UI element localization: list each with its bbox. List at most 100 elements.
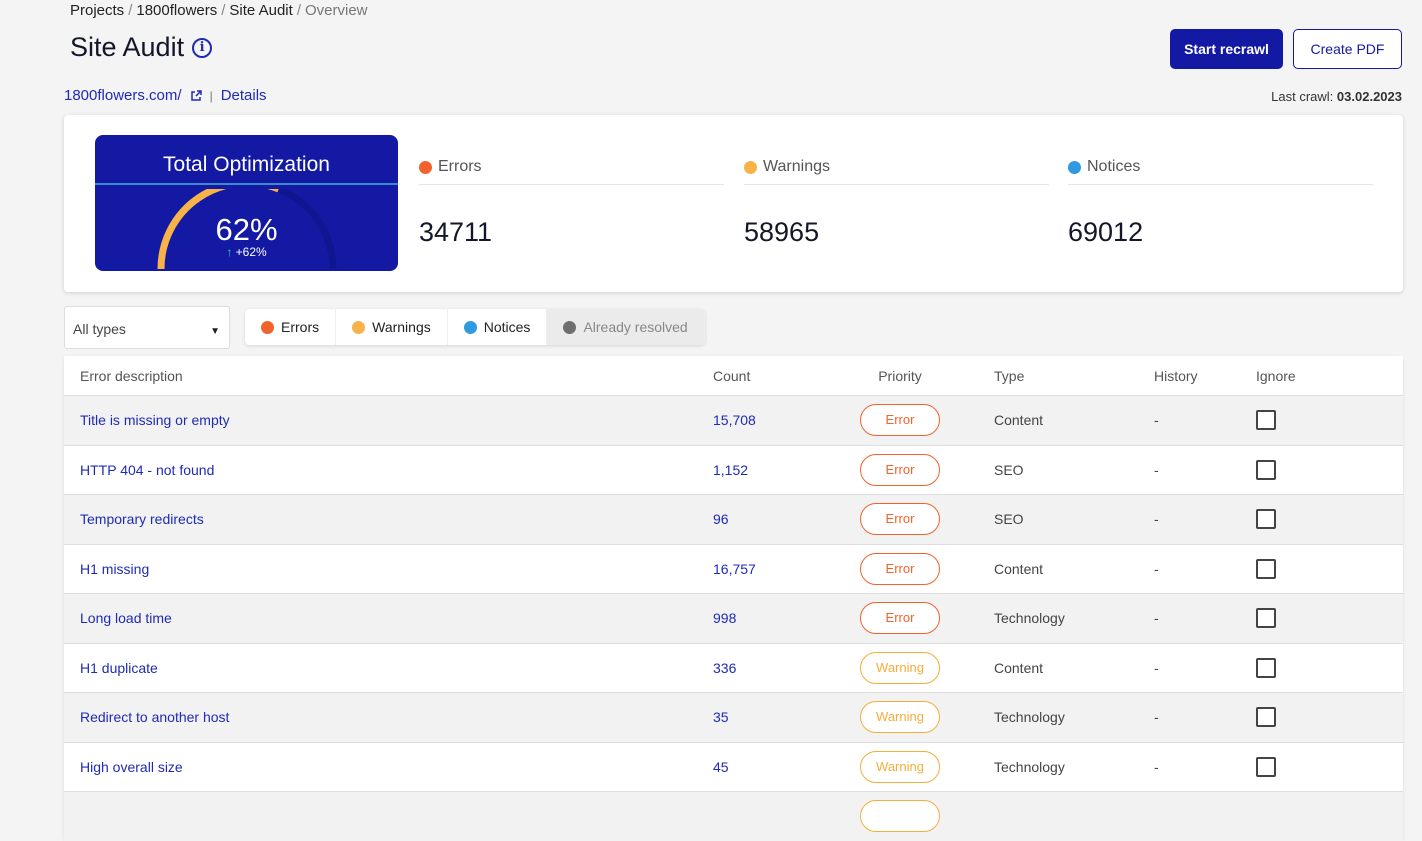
issue-count[interactable]: 15,708 (713, 412, 756, 429)
issue-type: Content (994, 659, 1044, 676)
issue-link[interactable]: H1 missing (80, 560, 150, 577)
issue-link[interactable]: Redirect to another host (80, 709, 230, 726)
create-pdf-button[interactable]: Create PDF (1293, 29, 1402, 69)
stat-label: Notices (1087, 158, 1141, 175)
info-icon[interactable]: i (192, 37, 213, 58)
ignore-checkbox[interactable] (1256, 558, 1276, 579)
page-title: Site Audit (70, 32, 185, 62)
breadcrumb-projects[interactable]: Projects (70, 2, 125, 19)
filter-label: Warnings (372, 319, 431, 335)
issue-count[interactable]: 1,152 (713, 461, 749, 478)
issue-type: Content (994, 560, 1044, 577)
issue-history: - (1154, 461, 1159, 478)
issue-type: SEO (994, 461, 1024, 478)
priority-badge (860, 800, 940, 832)
issue-link[interactable]: Long load time (80, 610, 172, 627)
ignore-checkbox[interactable] (1256, 657, 1276, 678)
ignore-checkbox[interactable] (1256, 756, 1276, 777)
issue-count[interactable]: 35 (713, 709, 729, 726)
header-priority[interactable]: Priority (878, 367, 922, 384)
site-links: 1800flowers.com/ | Details (64, 87, 267, 104)
optimization-gauge (157, 189, 337, 270)
errors-dot-icon (419, 160, 432, 174)
issue-link[interactable]: Temporary redirects (80, 511, 204, 528)
priority-badge: Error (860, 503, 940, 536)
warnings-dot-icon (744, 160, 757, 174)
filter-notices[interactable]: Notices (447, 309, 548, 345)
header-type[interactable]: Type (994, 367, 1025, 384)
notices-dot-icon (463, 320, 477, 334)
issue-count[interactable]: 45 (713, 758, 729, 775)
priority-badge: Warning (860, 701, 940, 734)
stat-errors: Errors 34711 (419, 158, 724, 248)
filter-errors[interactable]: Errors (245, 309, 337, 345)
filter-label: Already resolved (583, 319, 688, 335)
ignore-checkbox[interactable] (1256, 509, 1276, 530)
breadcrumb-site-audit[interactable]: Site Audit (229, 2, 293, 19)
warnings-dot-icon (352, 320, 366, 334)
optimization-change-value: +62% (235, 245, 267, 259)
issue-history: - (1154, 659, 1159, 676)
ignore-checkbox[interactable] (1256, 410, 1276, 431)
ignore-checkbox[interactable] (1256, 707, 1276, 728)
table-row: High overall size 45 Warning Technology … (64, 741, 1403, 792)
table-row: H1 duplicate 336 Warning Content - (64, 642, 1403, 693)
header-ignore: Ignore (1256, 367, 1296, 384)
filter-label: Errors (281, 319, 320, 335)
table-row: Long load time 998 Error Technology - (64, 593, 1403, 643)
breadcrumb-current: Overview (304, 2, 368, 19)
priority-badge: Warning (860, 651, 940, 684)
optimization-value: 62% (215, 212, 278, 247)
table-row (64, 791, 1403, 841)
arrow-up-icon: ↑ (226, 245, 233, 259)
issue-link[interactable]: Title is missing or empty (80, 412, 230, 429)
page-title-wrap: Site Audit i (70, 32, 213, 63)
issue-type: SEO (994, 511, 1024, 528)
ignore-checkbox[interactable] (1256, 608, 1276, 629)
issue-type: Technology (994, 709, 1065, 726)
issue-link[interactable]: High overall size (80, 758, 183, 775)
priority-badge: Error (860, 552, 940, 585)
issue-history: - (1154, 511, 1159, 528)
table-row: H1 missing 16,757 Error Content - (64, 543, 1403, 594)
site-url-link[interactable]: 1800flowers.com/ (64, 87, 182, 104)
issue-count[interactable]: 998 (713, 610, 737, 627)
total-optimization-panel: Total Optimization 62% ↑ +62% (95, 135, 398, 271)
table-row: Redirect to another host 35 Warning Tech… (64, 692, 1403, 742)
issue-count[interactable]: 96 (713, 511, 729, 528)
start-recrawl-button[interactable]: Start recrawl (1170, 29, 1283, 69)
issue-link[interactable]: H1 duplicate (80, 659, 158, 676)
issue-count[interactable]: 336 (713, 659, 737, 676)
stat-label: Errors (438, 158, 482, 175)
table-header: Error description Count Priority Type Hi… (64, 356, 1403, 395)
table-row: Title is missing or empty 15,708 Error C… (64, 395, 1403, 445)
caret-down-icon: ▼ (210, 326, 220, 337)
notices-dot-icon (1068, 160, 1081, 174)
header-count[interactable]: Count (713, 367, 751, 384)
issue-history: - (1154, 709, 1159, 726)
header-description[interactable]: Error description (80, 367, 183, 384)
filter-already-resolved[interactable]: Already resolved (547, 309, 705, 345)
priority-badge: Error (860, 602, 940, 635)
details-link[interactable]: Details (220, 87, 267, 104)
issue-type: Technology (994, 758, 1065, 775)
ignore-checkbox[interactable] (1256, 459, 1276, 480)
issue-link[interactable]: HTTP 404 - not found (80, 461, 215, 478)
issue-history: - (1154, 560, 1159, 577)
optimization-title: Total Optimization (95, 135, 398, 185)
external-link-icon[interactable] (190, 89, 202, 102)
last-crawl-date: 03.02.2023 (1336, 89, 1402, 104)
issue-history: - (1154, 758, 1159, 775)
breadcrumb-project[interactable]: 1800flowers (136, 2, 218, 19)
stat-notices: Notices 69012 (1068, 158, 1373, 248)
stat-value: 34711 (419, 217, 493, 247)
optimization-change: ↑ +62% (95, 245, 398, 259)
issue-type: Content (994, 412, 1044, 429)
last-crawl: Last crawl: 03.02.2023 (1271, 89, 1402, 104)
stat-label: Warnings (763, 158, 830, 175)
filter-warnings[interactable]: Warnings (336, 309, 448, 345)
issue-count[interactable]: 16,757 (713, 560, 756, 577)
type-select[interactable]: All types ▼ (64, 306, 230, 349)
filter-tabs: Errors Warnings Notices Already resolved (245, 309, 705, 345)
issues-table: Error description Count Priority Type Hi… (64, 356, 1403, 841)
